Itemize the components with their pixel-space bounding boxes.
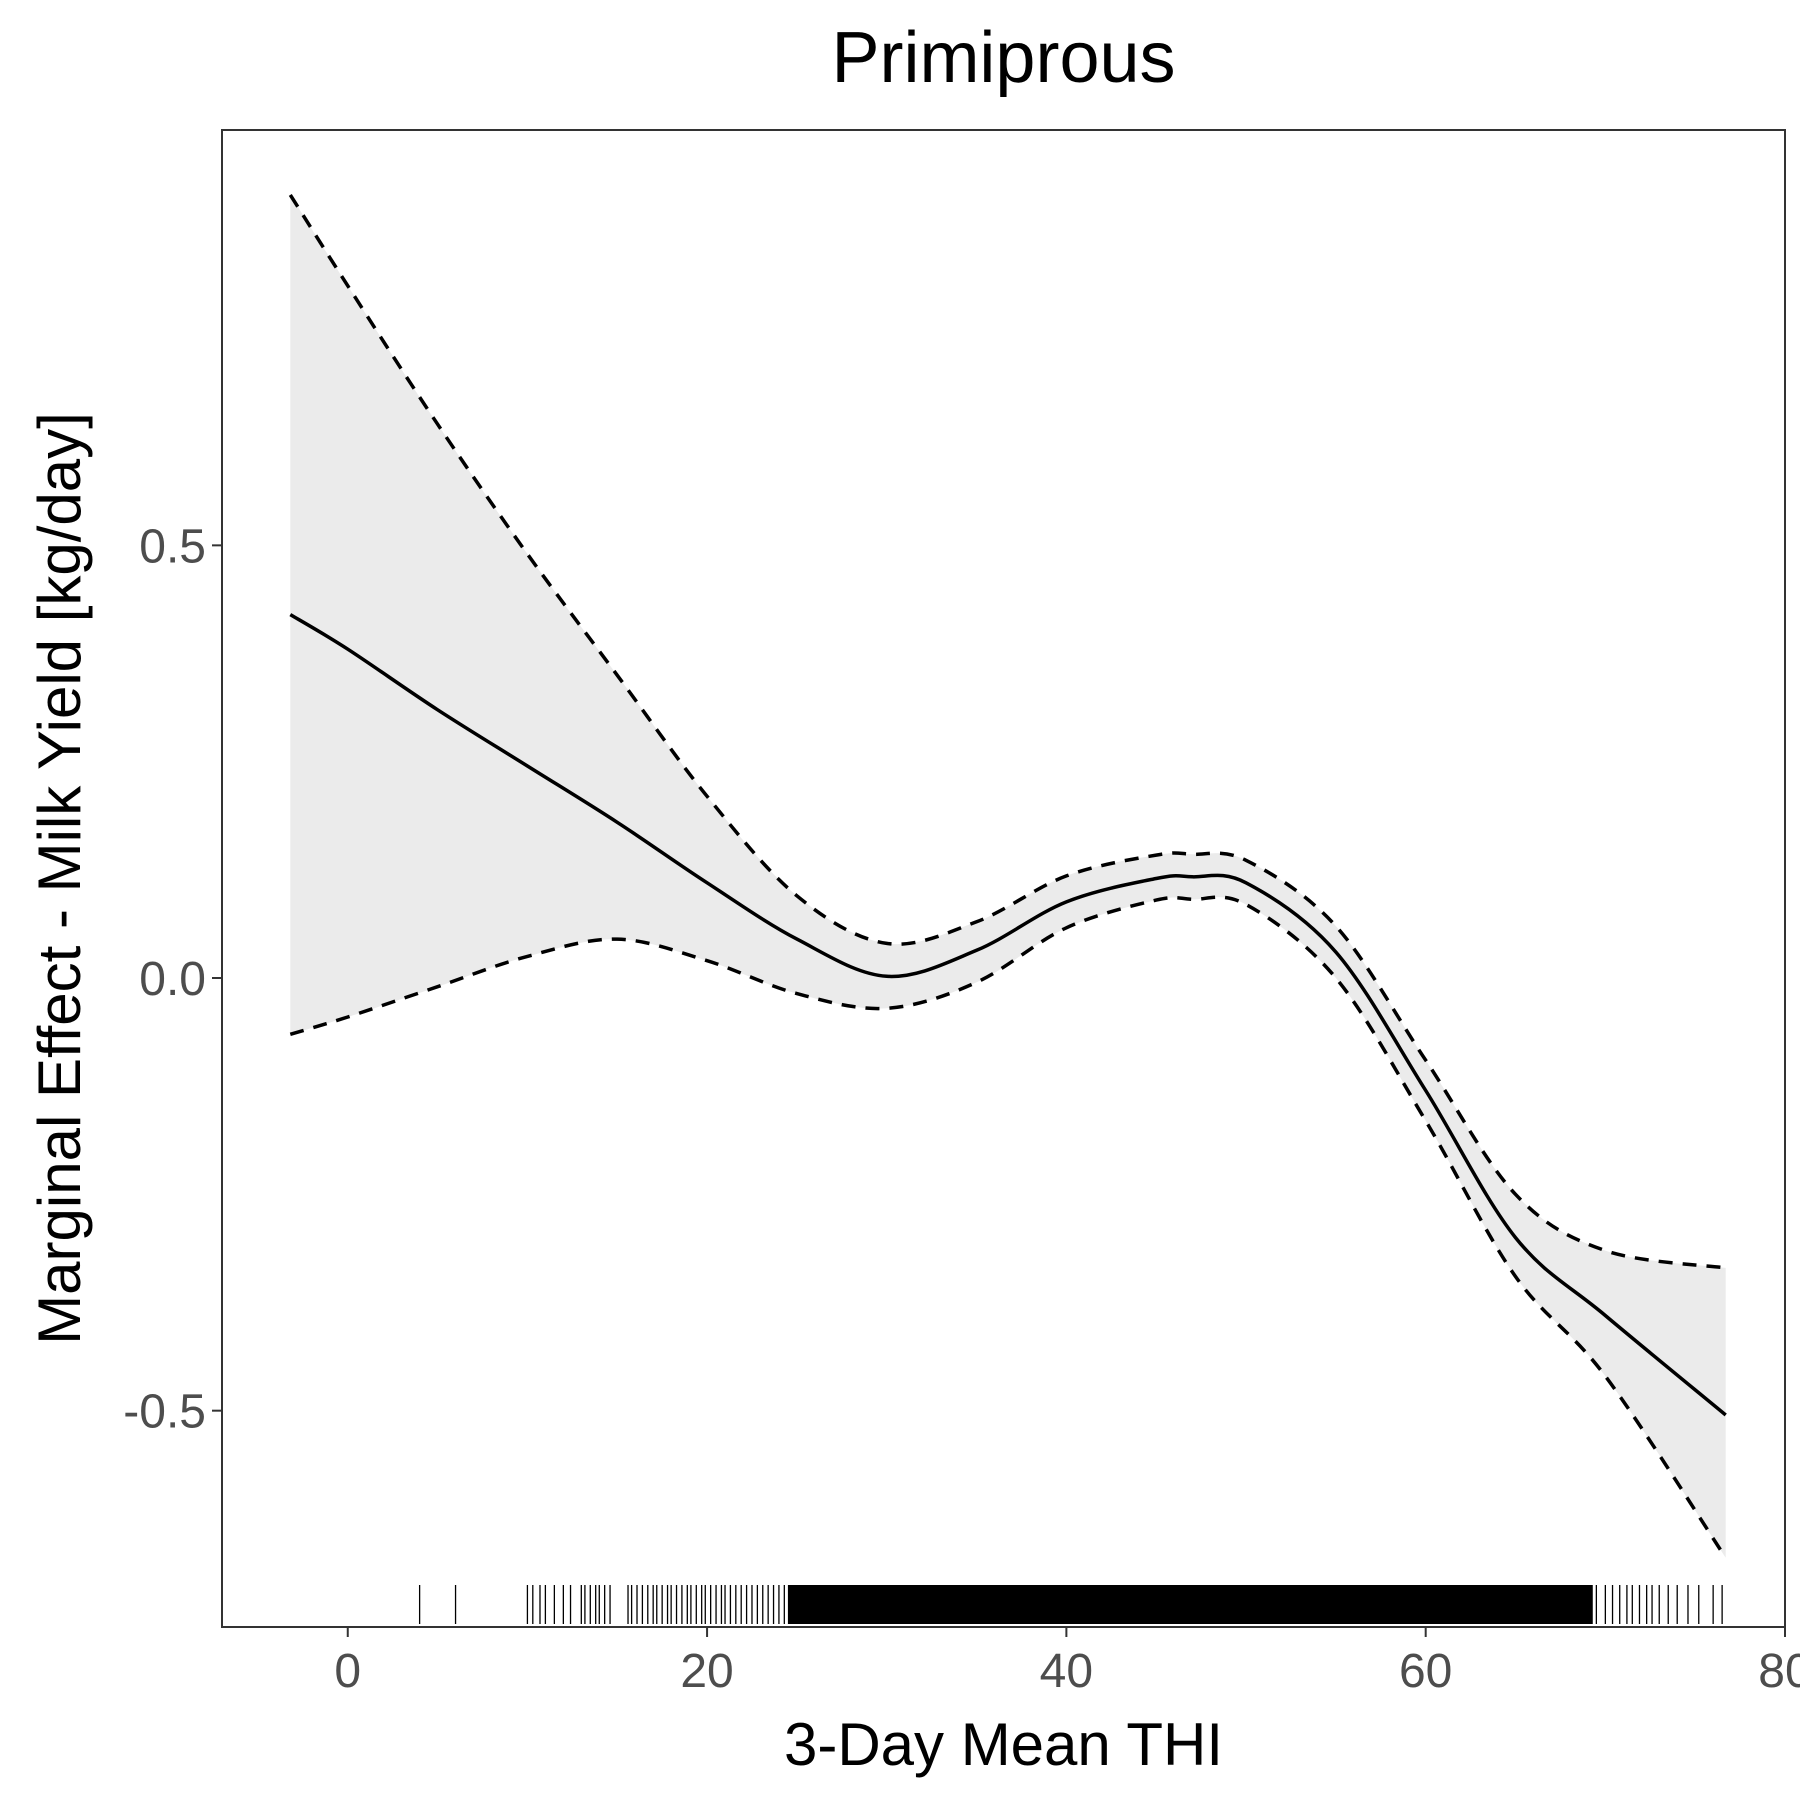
panel-border (221, 129, 1786, 1628)
confidence-band-layer (290, 194, 1726, 1558)
x-tick-label: 80 (1758, 1645, 1800, 1698)
x-tick-label: 0 (334, 1645, 361, 1698)
chart-title: Primiprous (831, 18, 1175, 98)
x-tick-label: 60 (1399, 1645, 1452, 1698)
estimate-line (289, 613, 1727, 1417)
x-tick-label: 40 (1040, 1645, 1093, 1698)
y-axis-title: Marginal Effect - Milk Yield [kg/day] (26, 412, 93, 1345)
y-tick-label: -0.5 (123, 1386, 206, 1439)
confidence-band (290, 194, 1726, 1558)
x-axis: 0 20 40 60 80 (334, 1627, 1800, 1698)
y-tick-label: 0.5 (139, 520, 206, 573)
rug-layer (418, 1585, 1723, 1624)
lower-bound-line (289, 895, 1728, 1559)
rug-dense-block (787, 1585, 1593, 1624)
series-line-layer (288, 193, 1728, 1559)
y-axis: -0.5 0.0 0.5 (123, 520, 222, 1439)
y-tick-label: 0.0 (139, 953, 206, 1006)
upper-bound-line (288, 193, 1726, 1270)
x-tick-label: 20 (680, 1645, 733, 1698)
x-axis-title: 3-Day Mean THI (784, 1711, 1223, 1778)
